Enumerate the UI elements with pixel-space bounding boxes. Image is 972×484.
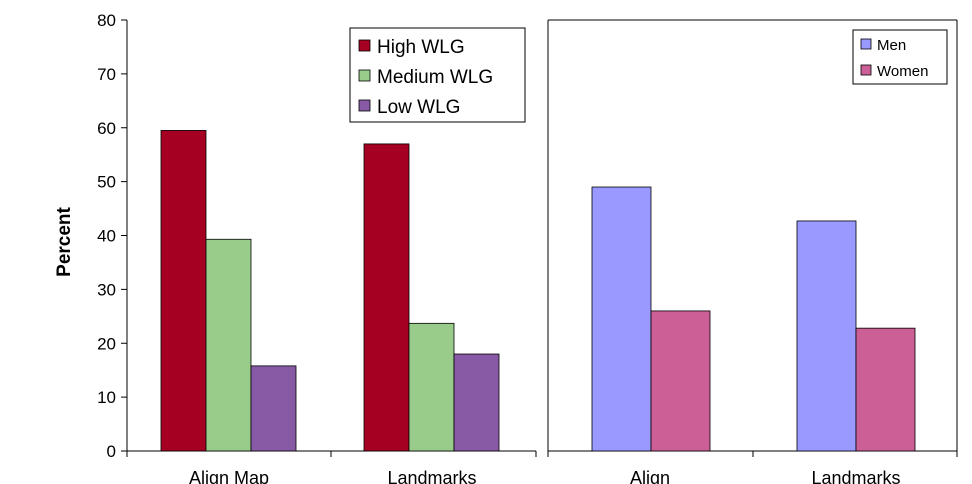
legend-label: Women — [877, 63, 928, 80]
x-category-label: Align Map — [189, 468, 269, 484]
bar-low-wlg-1 — [453, 353, 500, 452]
bar-medium-wlg-1 — [408, 322, 455, 452]
y-tick-label: 20 — [97, 334, 116, 353]
y-tick-label: 50 — [97, 173, 116, 192]
y-tick-label: 30 — [97, 280, 116, 299]
bar-low-wlg-0 — [250, 365, 297, 452]
bar-women-1 — [855, 327, 916, 452]
legend-box — [349, 27, 526, 123]
legend-swatch — [358, 39, 371, 52]
legend-swatch — [860, 64, 872, 76]
bar-men-1 — [796, 220, 857, 452]
y-tick-label: 10 — [97, 388, 116, 407]
legend-label: Medium WLG — [377, 67, 493, 88]
legend-label: Men — [877, 37, 906, 54]
bar-medium-wlg-0 — [205, 238, 252, 452]
left-chart: 0 10 20 30 40 50 60 70 80 Align Map Landmarks High … — [97, 11, 537, 484]
x-category-label: Align — [630, 468, 670, 484]
legend-label: Low WLG — [377, 97, 460, 118]
x-category-label: Landmarks — [811, 468, 900, 484]
bar-men-0 — [591, 186, 652, 452]
legend-swatch — [358, 69, 371, 82]
y-tick-label: 40 — [97, 227, 116, 246]
x-category-label: Landmarks — [387, 468, 476, 484]
bar-high-wlg-1 — [363, 143, 410, 452]
y-axis-label: Percent — [54, 206, 75, 276]
y-tick-label: 80 — [97, 11, 116, 30]
legend-swatch — [358, 99, 371, 112]
y-tick-label: 70 — [97, 65, 116, 84]
y-tick-label: 60 — [97, 119, 116, 138]
right-chart: Align Landmarks Men Women — [547, 19, 958, 484]
legend-label: High WLG — [377, 37, 465, 58]
bar-high-wlg-0 — [160, 130, 207, 452]
bar-women-0 — [650, 310, 711, 452]
y-tick-label: 0 — [107, 442, 116, 461]
legend-swatch — [860, 38, 872, 50]
